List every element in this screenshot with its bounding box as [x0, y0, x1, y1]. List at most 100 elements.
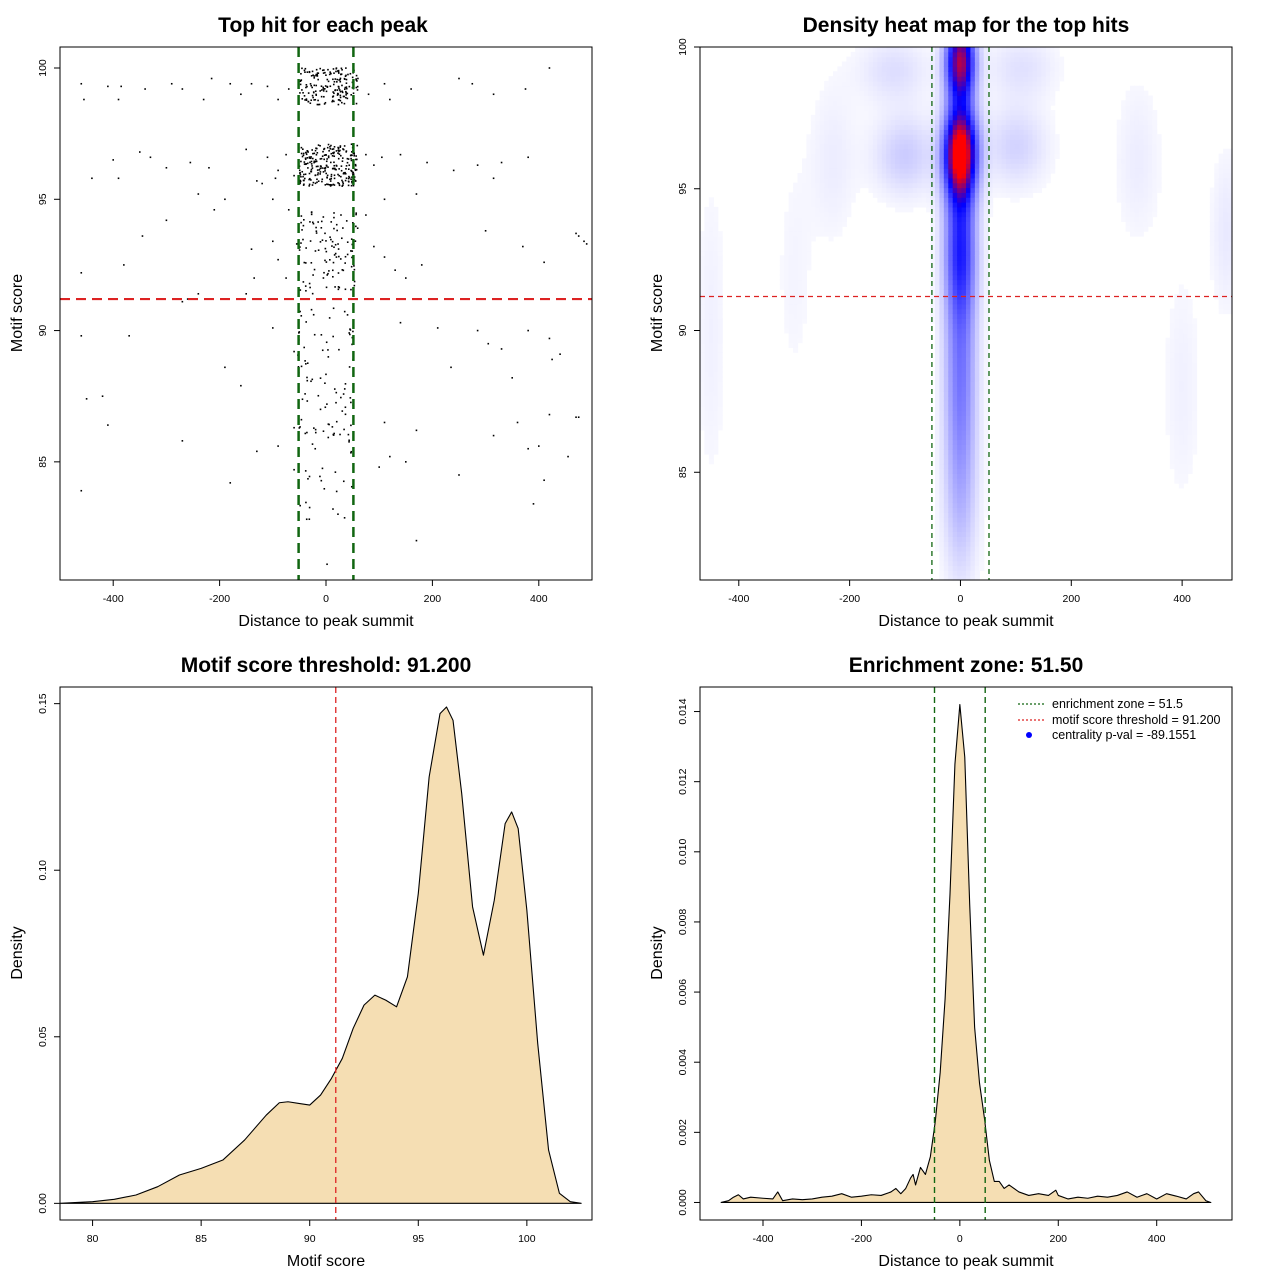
heatmap-cell	[974, 560, 980, 567]
heatmap-cell	[948, 332, 954, 339]
heatmap-cell	[974, 124, 980, 130]
heatmap-cell	[784, 255, 790, 261]
heatmap-cell	[992, 80, 998, 87]
heatmap-cell	[974, 352, 980, 358]
heatmap-cell	[917, 129, 923, 135]
heatmap-cell	[979, 454, 985, 460]
heatmap-cell	[1183, 371, 1189, 378]
heatmap-cell	[983, 449, 989, 455]
scatter-point	[543, 261, 545, 264]
heatmap-cell	[930, 318, 936, 324]
heatmap-cell	[819, 206, 825, 213]
heatmap-cell	[717, 400, 723, 407]
chart-title: Enrichment zone: 51.50	[849, 654, 1084, 677]
heatmap-cell	[934, 424, 940, 431]
scatter-point	[321, 167, 323, 169]
heatmap-cell	[988, 129, 994, 135]
heatmap-cell	[970, 269, 976, 276]
heatmap-cell	[903, 206, 909, 213]
heatmap-cell	[1045, 177, 1051, 184]
heatmap-cell	[952, 483, 958, 489]
heatmap-cell	[1152, 197, 1158, 203]
heatmap-cell	[957, 298, 963, 305]
heatmap-cell	[974, 483, 980, 489]
heatmap-cell	[708, 235, 714, 242]
heatmap-cell	[934, 269, 940, 276]
heatmap-cell	[864, 139, 870, 145]
heatmap-cell	[970, 182, 976, 189]
scatter-point	[309, 157, 312, 160]
heatmap-cell	[966, 76, 972, 82]
heatmap-cell	[943, 143, 949, 150]
heatmap-cell	[952, 497, 958, 504]
heatmap-cell	[943, 71, 949, 77]
scatter-point	[224, 198, 226, 201]
scatter-point	[293, 174, 295, 177]
heatmap-cell	[1014, 158, 1020, 164]
heatmap-cell	[819, 168, 825, 174]
heatmap-cell	[872, 105, 878, 111]
heatmap-cell	[899, 47, 905, 53]
scatter-point	[365, 214, 367, 216]
heatmap-cell	[846, 85, 852, 92]
heatmap-cell	[1050, 148, 1056, 155]
y-tick-label: 0.014	[677, 698, 689, 724]
heatmap-cell	[966, 555, 972, 562]
scatter-point	[302, 238, 304, 241]
heatmap-cell	[1165, 342, 1171, 349]
heatmap-cell	[810, 202, 816, 208]
heatmap-cell	[841, 172, 847, 179]
heatmap-cell	[1036, 158, 1042, 164]
heatmap-cell	[992, 85, 998, 92]
scatter-point	[306, 400, 309, 402]
heatmap-cell	[872, 153, 878, 160]
heatmap-cell	[952, 308, 958, 315]
heatmap-cell	[921, 61, 927, 67]
heatmap-cell	[793, 211, 799, 218]
heatmap-cell	[815, 206, 821, 213]
heatmap-cell	[717, 415, 723, 421]
heatmap-cell	[1130, 221, 1136, 227]
heatmap-cell	[1121, 158, 1127, 164]
heatmap-cell	[841, 143, 847, 150]
heatmap-cell	[970, 163, 976, 169]
heatmap-cell	[917, 80, 923, 87]
heatmap-cell	[1019, 148, 1025, 155]
heatmap-cell	[961, 468, 967, 474]
scatter-point	[298, 427, 301, 429]
scatter-point	[313, 333, 316, 336]
heatmap-cell	[1032, 129, 1038, 135]
heatmap-cell	[939, 85, 945, 92]
heatmap-cell	[979, 429, 985, 436]
heatmap-cell	[793, 313, 799, 319]
scatter-point	[307, 92, 310, 94]
heatmap-cell	[966, 483, 972, 489]
heatmap-cell	[943, 560, 949, 567]
heatmap-cell	[713, 265, 719, 271]
heatmap-cell	[974, 298, 980, 305]
scatter-point	[336, 229, 338, 232]
heatmap-cell	[859, 163, 865, 169]
heatmap-cell	[1014, 139, 1020, 145]
heatmap-cell	[974, 269, 980, 276]
heatmap-cell	[979, 497, 985, 504]
x-tick-label: 100	[518, 1233, 536, 1245]
x-tick-label: -400	[728, 593, 749, 605]
heatmap-cell	[1019, 66, 1025, 72]
heatmap-cell	[810, 134, 816, 140]
heatmap-cell	[952, 216, 958, 223]
scatter-point	[348, 439, 350, 442]
heatmap-cell	[1010, 192, 1016, 198]
heatmap-cell	[957, 541, 963, 547]
scatter-point	[332, 183, 335, 186]
heatmap-cell	[939, 158, 945, 164]
heatmap-cell	[957, 531, 963, 537]
heatmap-cell	[974, 303, 980, 310]
heatmap-cell	[1023, 168, 1029, 174]
heatmap-cell	[868, 153, 874, 160]
heatmap-cell	[912, 134, 918, 140]
heatmap-cell	[890, 163, 896, 169]
heatmap-cell	[939, 550, 945, 557]
heatmap-cell	[895, 168, 901, 174]
heatmap-cell	[988, 85, 994, 92]
